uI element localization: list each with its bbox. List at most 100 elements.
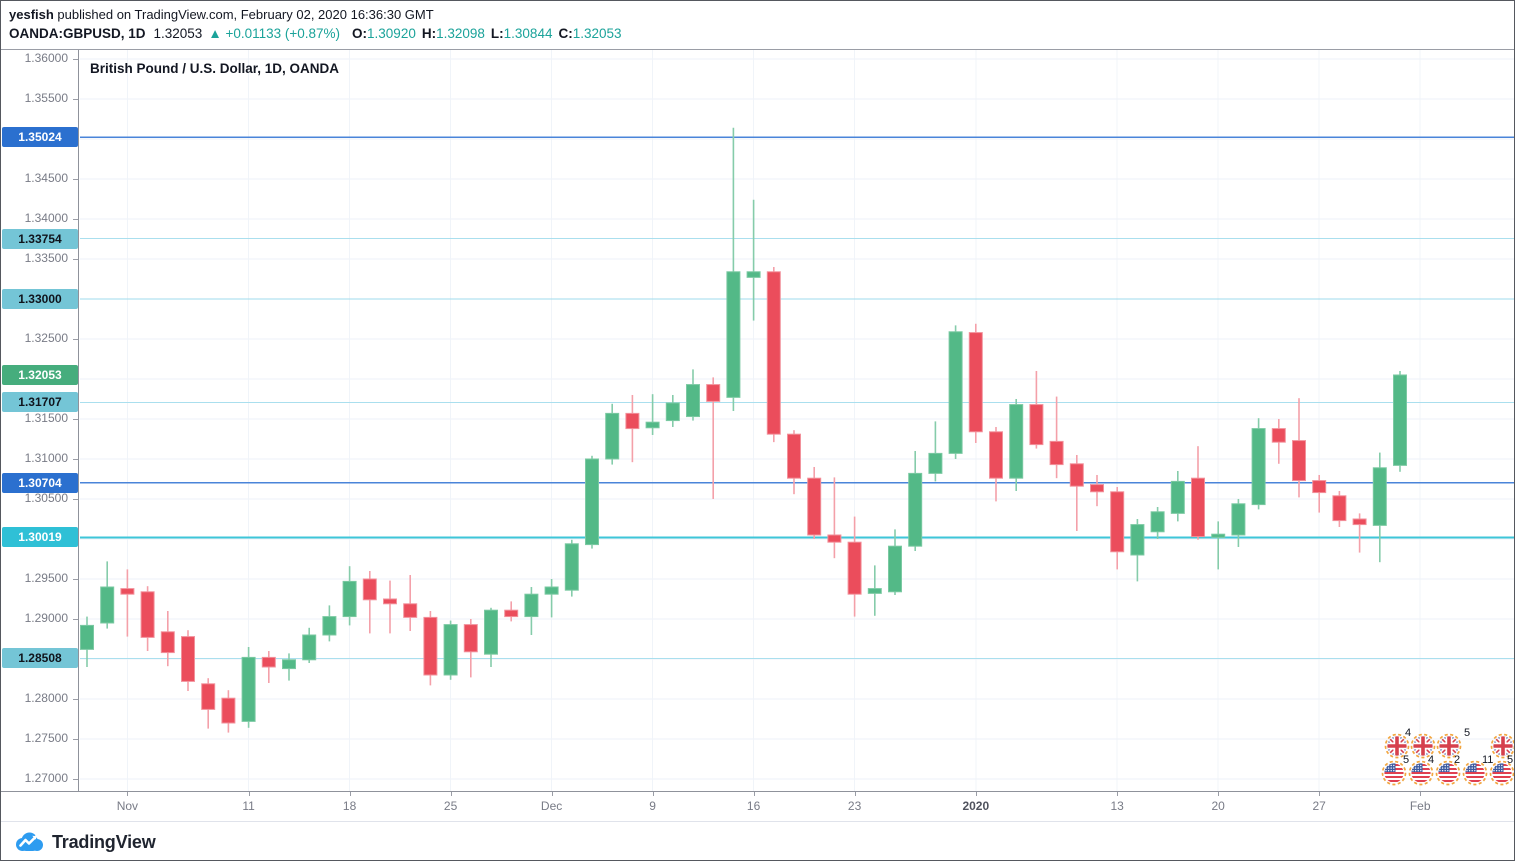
candle bbox=[80, 624, 94, 650]
candle bbox=[1231, 503, 1246, 536]
tradingview-logo[interactable]: TradingView bbox=[14, 831, 156, 854]
time-axis-label: 13 bbox=[1110, 799, 1124, 813]
candle bbox=[989, 431, 1003, 479]
event-count-label: 11 bbox=[1482, 754, 1494, 766]
published-text: published on TradingView.com, February 0… bbox=[53, 7, 434, 22]
author-name: yesfish bbox=[9, 7, 54, 22]
close-label: C: bbox=[558, 26, 573, 41]
candle bbox=[1372, 467, 1387, 526]
candle bbox=[625, 412, 640, 430]
candle bbox=[362, 578, 377, 601]
candlestick-plot[interactable]: British Pound / U.S. Dollar, 1D, OANDA bbox=[80, 50, 1515, 791]
event-count-label: 5 bbox=[1464, 727, 1471, 739]
candle bbox=[1090, 484, 1104, 493]
candle bbox=[403, 603, 418, 618]
price-axis-label: 1.27500 bbox=[24, 731, 68, 746]
price-axis-label: 1.34000 bbox=[24, 211, 68, 226]
candle bbox=[443, 624, 458, 676]
time-axis-label: 11 bbox=[242, 799, 255, 813]
high-value: 1.32098 bbox=[436, 26, 485, 41]
candle bbox=[463, 624, 478, 653]
candle bbox=[1393, 374, 1407, 466]
candle bbox=[1069, 463, 1084, 487]
price-badge: 1.30704 bbox=[2, 472, 78, 493]
candle bbox=[726, 271, 741, 398]
candle bbox=[847, 541, 862, 595]
price-axis-label: 1.31000 bbox=[24, 451, 68, 466]
price-axis-tick bbox=[73, 258, 78, 260]
time-axis-tick bbox=[652, 792, 654, 796]
candle bbox=[888, 545, 902, 593]
price-axis-label: 1.29500 bbox=[24, 571, 68, 586]
chart-canvas[interactable] bbox=[80, 50, 1515, 791]
price-change: ▲ +0.01133 (+0.87%) bbox=[208, 26, 341, 41]
close-value: 1.32053 bbox=[572, 26, 622, 41]
price-badge: 1.33000 bbox=[2, 288, 78, 309]
open-label: O: bbox=[352, 26, 368, 41]
candle bbox=[908, 472, 923, 547]
candle bbox=[261, 656, 276, 668]
candle bbox=[1251, 428, 1266, 506]
candle bbox=[181, 636, 195, 682]
price-axis-tick bbox=[73, 218, 78, 220]
symbol-status-line: OANDA:GBPUSD, 1D 1.32053 ▲ +0.01133 (+0.87… bbox=[9, 26, 624, 41]
candle bbox=[564, 543, 579, 591]
time-axis-tick bbox=[1218, 792, 1220, 796]
time-axis-label: Nov bbox=[116, 799, 139, 813]
candle bbox=[544, 586, 559, 595]
time-axis-tick bbox=[127, 792, 129, 796]
candle bbox=[706, 384, 721, 402]
candle bbox=[504, 609, 519, 618]
candle bbox=[605, 412, 620, 460]
time-axis-label: Feb bbox=[1409, 799, 1431, 813]
time-axis-label: Dec bbox=[540, 799, 563, 813]
price-axis-tick bbox=[73, 418, 78, 420]
candle bbox=[221, 697, 236, 724]
time-axis-tick bbox=[753, 792, 755, 796]
open-value: 1.30920 bbox=[367, 26, 416, 41]
price-axis-tick bbox=[73, 498, 78, 500]
time-axis-label: 23 bbox=[847, 799, 862, 813]
price-axis-tick bbox=[73, 578, 78, 580]
candle bbox=[1029, 404, 1044, 446]
price-axis-tick bbox=[73, 178, 78, 180]
candle bbox=[1211, 533, 1226, 538]
candle bbox=[383, 598, 397, 605]
time-axis[interactable]: Nov 11 18 25 Dec 9 16 23 2020 13 20 27 Feb bbox=[1, 791, 1514, 821]
time-axis-label: 20 bbox=[1211, 799, 1225, 813]
byline: yesfish published on TradingView.com, Fe… bbox=[9, 7, 434, 22]
time-axis-tick bbox=[1117, 792, 1119, 796]
candle bbox=[585, 458, 599, 546]
time-axis-tick bbox=[854, 792, 856, 796]
header-separator bbox=[1, 49, 1514, 50]
time-axis-tick bbox=[551, 792, 553, 796]
time-axis-label: 16 bbox=[746, 799, 761, 813]
event-count-label: 4 bbox=[1428, 754, 1435, 766]
price-badge: 1.31707 bbox=[2, 392, 78, 413]
candle bbox=[766, 271, 781, 435]
price-badge: 1.32053 bbox=[2, 364, 78, 385]
symbol-name: OANDA:GBPUSD, 1D bbox=[9, 26, 146, 41]
candle bbox=[423, 616, 438, 676]
candle bbox=[484, 609, 498, 655]
candle bbox=[342, 580, 357, 618]
event-count-label: 5 bbox=[1403, 754, 1410, 766]
time-axis-label: 18 bbox=[342, 799, 357, 813]
candle bbox=[928, 452, 943, 474]
price-axis-label: 1.30500 bbox=[24, 491, 68, 506]
price-axis-label: 1.31500 bbox=[24, 411, 68, 426]
price-axis-label: 1.36000 bbox=[24, 51, 68, 66]
candle bbox=[282, 659, 296, 670]
price-axis-tick bbox=[73, 58, 78, 60]
candle bbox=[645, 421, 660, 429]
candle bbox=[827, 534, 842, 543]
candle bbox=[948, 331, 963, 454]
price-badge: 1.35024 bbox=[2, 127, 78, 148]
price-axis[interactable]: 1.36000 1.35500 1.34500 1.34000 1.33500 1.325… bbox=[1, 50, 79, 791]
candle bbox=[1312, 480, 1327, 494]
candle bbox=[665, 402, 680, 422]
price-axis-label: 1.28000 bbox=[24, 691, 68, 706]
price-axis-tick bbox=[73, 458, 78, 460]
price-axis-label: 1.35500 bbox=[24, 91, 68, 106]
